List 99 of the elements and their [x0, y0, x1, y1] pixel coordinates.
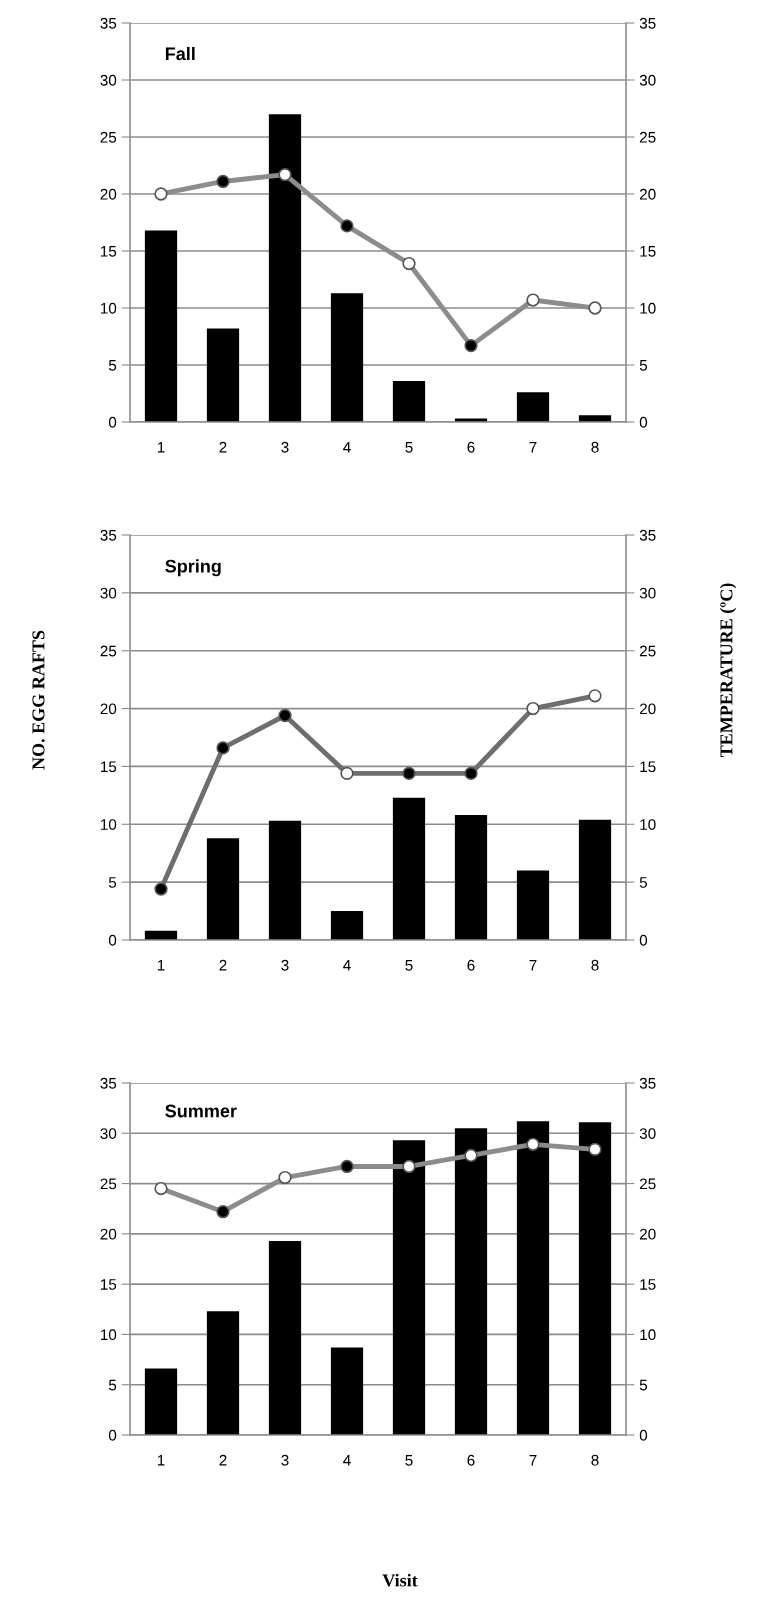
y2-tick-label: 20: [639, 1228, 656, 1240]
x-tick-label: 7: [529, 1455, 537, 1466]
bar: [578, 1122, 612, 1435]
y-tick-label: 20: [100, 188, 117, 200]
x-tick-label: 5: [405, 960, 413, 971]
y-tick-label: 25: [100, 645, 117, 657]
y2-tick-label: 30: [639, 587, 656, 599]
x-axis-title: Visit: [382, 1573, 418, 1587]
bar: [516, 392, 550, 422]
y-tick-label: 10: [100, 1329, 117, 1341]
x-tick-label: 3: [281, 441, 289, 453]
x-tick-label: 1: [157, 442, 165, 453]
y-tick-label: 5: [108, 877, 117, 888]
x-tick-label: 3: [281, 1454, 289, 1466]
bar: [268, 114, 302, 422]
bar: [516, 1121, 550, 1435]
x-tick-label: 4: [343, 960, 351, 971]
y2-tick-label: 5: [639, 360, 648, 371]
y-tick-label: 5: [108, 360, 117, 371]
y-tick-label: 35: [100, 17, 117, 29]
x-tick-label: 6: [467, 441, 475, 453]
y2-tick-label: 35: [639, 529, 656, 541]
y-tick-label: 15: [100, 761, 117, 773]
y-tick-label: 25: [100, 1178, 117, 1190]
y2-tick-label: 25: [639, 1178, 656, 1190]
bar: [330, 911, 364, 940]
y2-tick-label: 15: [640, 761, 656, 773]
y2-tick-label: 20: [639, 703, 656, 715]
y2-tick-label: 0: [639, 416, 648, 428]
bar: [206, 328, 240, 422]
y2-tick-label: 25: [639, 645, 656, 657]
y2-axis-title: TEMPERATURE (ºC): [719, 583, 737, 758]
bar: [516, 870, 550, 940]
x-tick-label: 5: [405, 1455, 413, 1466]
bar: [206, 838, 240, 940]
bar: [578, 819, 612, 940]
x-tick-label: 2: [219, 959, 227, 971]
bar: [454, 815, 488, 940]
bar: [144, 1368, 178, 1435]
bar: [144, 230, 178, 422]
y-tick-label: 20: [100, 1228, 117, 1240]
y-tick-label: 20: [100, 703, 117, 715]
y2-tick-label: 5: [639, 877, 648, 888]
bar: [206, 1311, 240, 1435]
y2-tick-label: 15: [640, 1279, 656, 1290]
x-tick-label: 8: [591, 959, 599, 971]
x-tick-label: 5: [405, 442, 413, 453]
text: Spring: [165, 559, 221, 577]
x-tick-label: 4: [343, 1455, 351, 1466]
bar: [392, 797, 426, 940]
x-tick-label: 1: [157, 960, 165, 971]
y2-tick-label: 35: [639, 1077, 656, 1089]
y2-tick-label: 15: [640, 246, 656, 257]
y2-tick-label: 30: [639, 74, 656, 86]
y-tick-label: 10: [100, 302, 117, 314]
text: Fall: [165, 46, 195, 61]
bar: [268, 1240, 302, 1435]
x-tick-label: 2: [219, 441, 227, 453]
x-tick-label: 6: [467, 959, 475, 971]
bar: [392, 1140, 426, 1435]
y2-tick-label: 5: [639, 1379, 648, 1391]
y-tick-label: 0: [108, 1429, 117, 1441]
y2-tick-label: 35: [639, 17, 656, 29]
y-tick-label: 30: [100, 587, 117, 599]
x-tick-label: 6: [467, 1454, 475, 1466]
y2-tick-label: 30: [639, 1128, 656, 1139]
x-tick-label: 8: [591, 441, 599, 453]
y-tick-label: 0: [108, 934, 117, 946]
y-tick-label: 35: [100, 1077, 117, 1089]
y-tick-label: 10: [100, 819, 117, 830]
x-tick-label: 7: [529, 442, 537, 453]
text: Summer: [165, 1104, 237, 1118]
y-tick-label: 35: [100, 529, 117, 541]
x-tick-label: 7: [529, 960, 537, 971]
y2-tick-label: 20: [639, 188, 656, 200]
y2-tick-label: 10: [640, 302, 656, 314]
y-axis-title: NO. EGG RAFTS: [32, 630, 45, 770]
x-tick-label: 4: [343, 442, 351, 453]
bar: [454, 1128, 488, 1435]
bar: [330, 293, 364, 422]
bar: [392, 380, 426, 422]
y-tick-label: 15: [100, 1279, 117, 1290]
y2-tick-label: 0: [639, 1429, 648, 1441]
x-tick-label: 2: [219, 1454, 227, 1466]
y-tick-label: 15: [100, 246, 117, 257]
x-tick-label: 3: [281, 959, 289, 971]
y-tick-label: 0: [108, 416, 117, 428]
y-tick-label: 5: [108, 1379, 117, 1391]
y2-tick-label: 0: [639, 934, 648, 946]
x-tick-label: 1: [157, 1455, 165, 1466]
y2-tick-label: 10: [640, 1329, 656, 1341]
y2-tick-label: 25: [639, 131, 656, 143]
bar: [268, 820, 302, 940]
y-tick-label: 25: [100, 131, 117, 143]
y-tick-label: 30: [100, 1128, 117, 1139]
y-tick-label: 30: [100, 74, 117, 86]
x-tick-label: 8: [591, 1454, 599, 1466]
bar: [330, 1347, 364, 1435]
y2-tick-label: 10: [640, 819, 656, 830]
